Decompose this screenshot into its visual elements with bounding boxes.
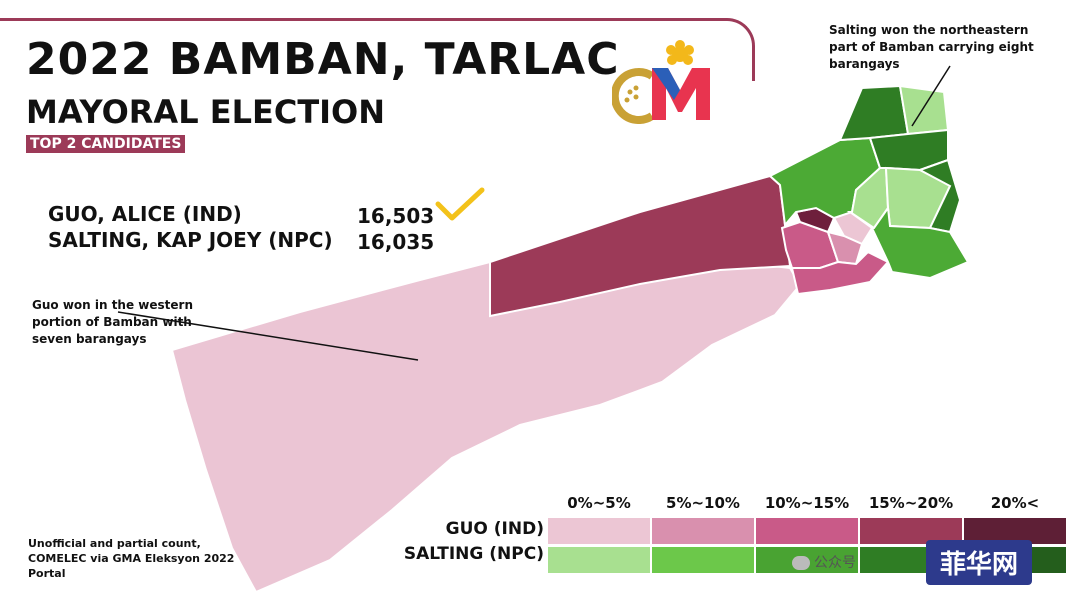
legend-swatch-salting-2 xyxy=(652,547,754,573)
legend-swatch-guo-3 xyxy=(756,518,858,544)
legend-swatch-salting-1 xyxy=(548,547,650,573)
legend-swatch-guo-2 xyxy=(652,518,754,544)
barangay-urban-5 xyxy=(790,250,890,296)
site-badge: 菲华网 xyxy=(926,540,1033,585)
title-frame-line xyxy=(0,18,755,81)
page-title: 2022 BAMBAN, TARLAC xyxy=(26,34,620,85)
west-leader-line xyxy=(117,311,419,361)
legend-swatches xyxy=(548,518,1068,576)
legend-swatch-guo-4 xyxy=(860,518,962,544)
legend-bin-2: 5%~10% xyxy=(666,494,740,512)
legend-row-salting-label: SALTING (NPC) xyxy=(403,544,544,564)
page-subtitle: MAYORAL ELECTION xyxy=(26,93,386,131)
legend-bin-1: 0%~5% xyxy=(567,494,631,512)
source-note: Unofficial and partial count, COMELEC vi… xyxy=(28,537,235,580)
legend-row-guo-label: GUO (IND) xyxy=(445,519,544,539)
barangay-ne-2 xyxy=(838,84,910,142)
wechat-icon xyxy=(792,556,810,570)
legend-header: 0%~5% 5%~10% 10%~15% 15%~20% 20%< xyxy=(548,494,1068,524)
legend-bin-4: 15%~20% xyxy=(868,494,954,512)
comelec-logo xyxy=(612,40,710,124)
west-annotation: Guo won in the western portion of Bamban… xyxy=(32,298,193,346)
barangay-ne-8 xyxy=(870,205,970,280)
legend-swatch-guo-1 xyxy=(548,518,650,544)
winner-check-icon xyxy=(435,187,485,221)
candidate-2-name: SALTING, KAP JOEY (NPC) xyxy=(48,228,333,252)
top-candidates-tag: TOP 2 CANDIDATES xyxy=(26,135,186,153)
sun-icon xyxy=(666,40,694,65)
barangay-urban-4 xyxy=(826,230,864,266)
legend-bin-5: 20%< xyxy=(990,494,1040,512)
legend-bin-3: 10%~15% xyxy=(764,494,850,512)
legend-swatch-guo-5 xyxy=(964,518,1066,544)
barangay-central-dark xyxy=(489,174,792,318)
candidate-1-votes: 16,503 xyxy=(357,204,435,228)
wechat-watermark-text: 公众号 xyxy=(814,555,856,571)
candidate-1-name: GUO, ALICE (IND) xyxy=(48,202,242,226)
northeast-leader-line xyxy=(911,65,951,127)
wechat-watermark: 公众号 xyxy=(792,552,856,572)
northeast-annotation: Salting won the northeastern part of Bam… xyxy=(829,23,1034,71)
barangay-ne-3 xyxy=(898,84,950,136)
candidate-2-votes: 16,035 xyxy=(357,230,435,254)
